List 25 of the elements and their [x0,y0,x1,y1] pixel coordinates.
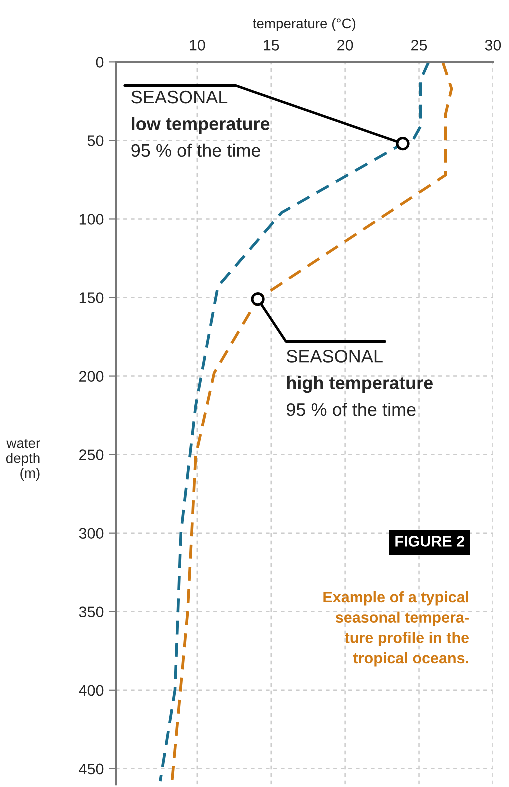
y-tick-label: 300 [79,528,104,540]
y-tick-label: 0 [96,57,104,68]
y-tick-label: 200 [80,371,104,382]
text: FIGURE 2 [396,536,465,547]
x-tick-label: 20 [338,40,354,51]
y-tick-label: 150 [80,292,104,304]
x-tick-label: 15 [264,40,280,51]
y-tick-label: 50 [88,136,104,146]
annotation: 95 % of the time [132,144,261,158]
x-axis-title: temperature (°C) [253,18,356,32]
x-tick-label: 30 [485,40,502,51]
y-tick-label: 100 [80,214,104,225]
annotation: high temperature [287,376,434,394]
annotation: 95 % of the time [286,402,416,416]
annotation: SEASONAL [286,350,383,363]
x-tick-label: 10 [190,40,206,51]
x-tick-label: 25 [412,40,428,51]
y-axis-title: water depth (m) [6,439,40,481]
annotation: SEASONAL [132,90,228,104]
y-tick-label: 450 [79,764,104,775]
y-tick-label: 250 [80,450,104,461]
text: Example of a typical seasonal tempera- ture profile in the tropical oceans. [324,591,470,667]
y-tick-label: 400 [79,685,104,696]
annotation: low temperature [132,117,270,134]
y-tick-label: 350 [79,606,104,618]
